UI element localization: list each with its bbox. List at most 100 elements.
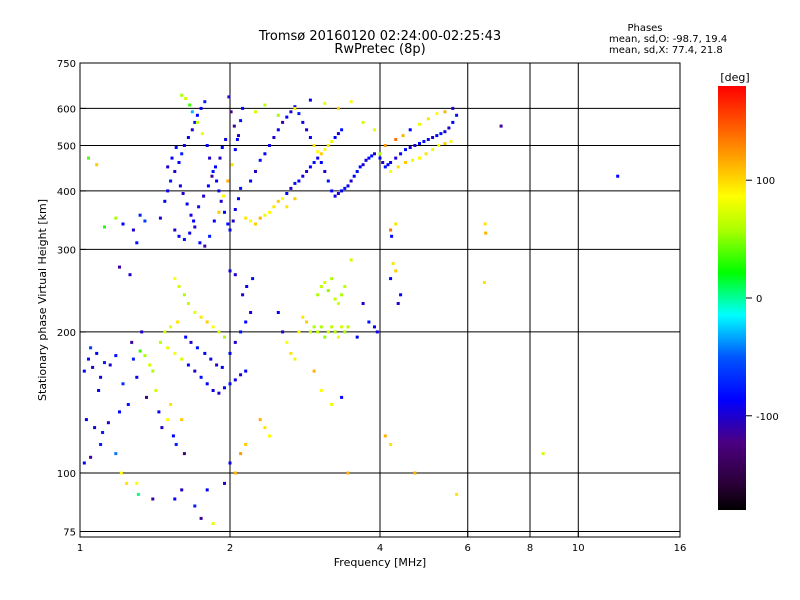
data-point [408, 146, 412, 149]
data-point [169, 325, 173, 329]
data-point [202, 194, 206, 198]
data-point [185, 202, 189, 206]
data-point [173, 170, 177, 173]
data-point [308, 98, 312, 102]
data-point [245, 285, 249, 288]
data-point [431, 148, 435, 152]
data-point [205, 488, 209, 492]
data-point [316, 293, 320, 297]
data-point [389, 443, 393, 446]
data-point [87, 357, 90, 361]
data-point [336, 132, 340, 136]
data-point [389, 161, 393, 164]
data-point [89, 455, 93, 459]
data-point [383, 434, 387, 438]
data-point [128, 273, 132, 277]
data-point [184, 97, 188, 100]
data-point [135, 481, 139, 485]
data-point [305, 128, 309, 132]
data-point [101, 431, 105, 434]
data-point [138, 349, 142, 353]
data-point [272, 136, 276, 139]
data-point [285, 115, 289, 119]
data-point [188, 231, 192, 235]
data-point [281, 197, 285, 201]
data-point [197, 205, 201, 209]
data-point [215, 179, 219, 183]
data-point [439, 132, 443, 136]
data-point [160, 426, 164, 430]
data-point [326, 179, 330, 183]
data-point [386, 163, 390, 167]
data-point [319, 389, 323, 392]
data-point [182, 452, 186, 456]
data-point [219, 199, 223, 203]
data-point [391, 262, 395, 265]
data-point [91, 365, 95, 369]
data-point [340, 189, 344, 193]
data-point [323, 281, 327, 284]
data-point [181, 192, 185, 195]
data-point [367, 156, 371, 160]
data-point [220, 365, 224, 369]
data-point [99, 375, 103, 379]
data-point [258, 418, 262, 422]
data-point [186, 302, 190, 305]
data-point [451, 106, 455, 110]
data-point [272, 205, 276, 209]
data-point [193, 311, 197, 314]
data-point [228, 351, 232, 355]
data-point [326, 144, 330, 147]
data-point [140, 330, 144, 334]
data-point [106, 421, 110, 425]
data-point [349, 258, 353, 262]
data-point [312, 325, 316, 329]
data-point [394, 138, 398, 141]
data-point [422, 140, 426, 143]
data-point [336, 335, 340, 339]
data-point [396, 165, 400, 169]
data-point [383, 144, 387, 147]
y-tick-label: 750 [57, 59, 76, 70]
scatter-points [82, 93, 620, 525]
colorbar-tick-label: -100 [756, 412, 779, 423]
data-point [208, 234, 212, 238]
data-point [223, 210, 226, 214]
data-point [121, 382, 125, 386]
data-point [190, 110, 194, 114]
data-point [285, 192, 289, 195]
data-point [233, 378, 237, 382]
data-point [130, 340, 134, 344]
data-point [237, 134, 240, 138]
data-point [93, 426, 97, 430]
data-point [199, 375, 203, 379]
data-point [178, 184, 182, 188]
data-point [195, 113, 199, 117]
data-point [483, 222, 487, 226]
data-point [118, 410, 121, 414]
data-point [163, 330, 167, 334]
data-point [228, 269, 232, 273]
data-point [375, 330, 379, 334]
data-point [312, 144, 316, 147]
data-point [205, 320, 209, 324]
data-point [424, 152, 428, 156]
data-point [343, 285, 347, 288]
data-point [378, 156, 382, 160]
data-point [263, 426, 267, 430]
data-point [541, 452, 545, 456]
data-point [218, 156, 222, 160]
data-point [205, 144, 209, 147]
x-tick-label: 6 [465, 543, 471, 554]
data-point [173, 228, 177, 232]
data-point [239, 330, 243, 334]
data-point [136, 492, 140, 496]
data-point [352, 174, 356, 178]
data-point [84, 418, 88, 422]
data-point [154, 389, 158, 392]
data-point [443, 130, 447, 134]
data-point [367, 320, 371, 324]
data-point [163, 199, 167, 203]
data-point [323, 335, 327, 339]
